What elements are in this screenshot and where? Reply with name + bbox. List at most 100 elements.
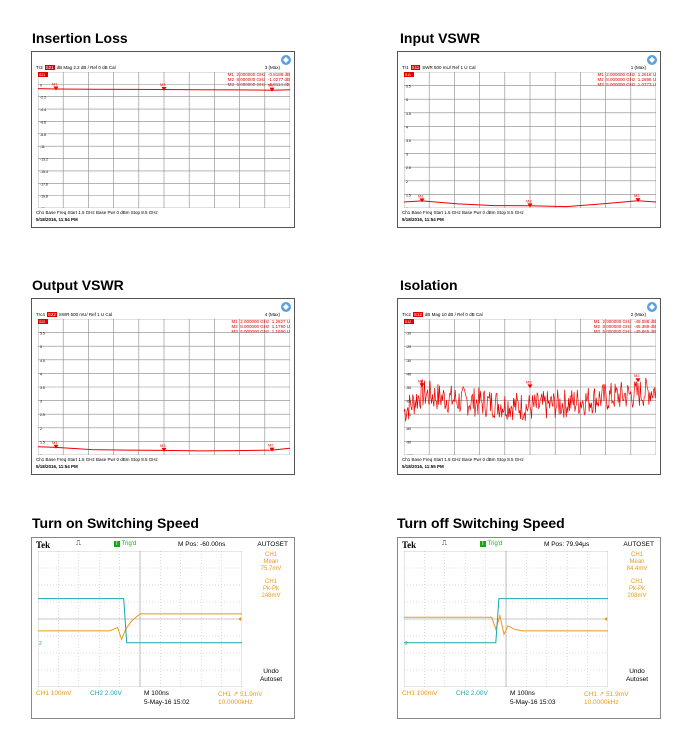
vna-plot: 65.554.543.532.521.51M1M2M3S11 <box>404 72 656 208</box>
capture-date: 5-May-16 15:02 <box>144 699 190 706</box>
waveform-ch2 <box>404 598 608 644</box>
insertion-loss-panel: ◆ Tr3 S21 dB Mag 2.2 dB / Ref 0 dB Cal 3 (Ma… <box>31 51 295 228</box>
ref-badge-text: S21 <box>39 73 45 77</box>
isolation-title: Isolation <box>400 277 458 293</box>
ch1-mean-readout: CH1 Mean 84.4mV <box>622 552 652 573</box>
trace-scale: SWR 500 mU/ Ref 1 U Cal <box>58 312 113 317</box>
y-tick-label: 5.5 <box>406 85 411 89</box>
marker-label: M3 <box>160 443 166 448</box>
autoset-label[interactable]: AUTOSET <box>623 541 654 548</box>
marker-label: M1 <box>418 378 424 383</box>
y-tick-label: 3.5 <box>40 386 45 390</box>
ref-badge <box>404 72 414 77</box>
m-pos: M Pos: -60.00ns <box>178 541 226 548</box>
marker-row: M1 2.000000 GHz -0.8188 dB <box>227 72 290 77</box>
marker-label: M1 <box>52 440 58 445</box>
y-tick-label: -100 <box>406 454 413 455</box>
marker-m2 <box>635 378 641 383</box>
acquire-pulse-icon: ⎍ <box>442 540 447 547</box>
undo-autoset-button[interactable]: Undo Autoset <box>254 668 288 684</box>
y-tick-label: -13.2 <box>40 158 48 162</box>
y-tick-label: -6.6 <box>40 120 46 124</box>
timestamp: 5/18/2016, 11:54 PM <box>36 217 78 222</box>
ch2-ground-marker: 2 <box>405 641 408 647</box>
trigger-text: Trig'd <box>487 541 503 547</box>
ch2-scale: CH2 2.00V <box>456 690 488 697</box>
ref-badge-text: S22 <box>39 320 45 324</box>
y-tick-label: 3 <box>40 400 42 404</box>
y-tick-label: -30 <box>406 359 411 363</box>
marker-m2 <box>635 198 641 203</box>
trigger-frequency: 10.0000kHz <box>218 699 253 706</box>
y-tick-label: -2.2 <box>40 96 46 100</box>
vna-plot: 0-10-20-30-40-50-60-70-80-90-100M1M2M3S1… <box>404 319 656 455</box>
marker-m1 <box>53 86 59 91</box>
trigger-box: T <box>114 541 120 547</box>
timestamp: 5/18/2016, 11:54 PM <box>402 217 444 222</box>
marker-row: M3 5.000000 GHz -49.865 dB <box>593 329 656 334</box>
trace-id: Trc2 <box>402 312 411 317</box>
trace-scale: dB Mag 10 dB / Ref 0 dB Cal <box>424 312 483 317</box>
y-tick-label: -80 <box>406 427 411 431</box>
trace-info: Tr1 S11 SWR 500 mU/ Ref 1 U Cal <box>402 65 476 70</box>
autoset-label[interactable]: AUTOSET <box>257 541 288 548</box>
readout-line: Mean <box>263 559 279 565</box>
readout-line: 84.4mV <box>626 566 648 572</box>
rohde-logo-icon: ◆ <box>281 55 291 65</box>
rohde-logo-icon: ◆ <box>647 302 657 312</box>
trace-badge: S12 <box>412 312 423 317</box>
y-tick-label: 1 <box>406 207 408 208</box>
readout-line: 208mV <box>627 593 647 599</box>
sweep-footer: Ch1 Base Freq Start 1.5 GHz Base Pwr 0 d… <box>402 457 524 462</box>
y-tick-label: 2 <box>406 180 408 184</box>
sweep-footer: Ch1 Base Freq Start 1.5 GHz Base Pwr 0 d… <box>36 210 158 215</box>
sweep-footer: Ch1 Base Freq Start 1.5 GHz Base Pwr 0 d… <box>36 457 158 462</box>
trace-info: Trc2 S12 dB Mag 10 dB / Ref 0 dB Cal <box>402 312 483 317</box>
ch1-mean-readout: CH1 Mean 75.7mV <box>256 552 286 573</box>
waveform-ch1 <box>404 613 608 636</box>
isolation-panel: ◆ Trc2 S12 dB Mag 10 dB / Ref 0 dB Cal 2 (Ma… <box>397 298 661 475</box>
output-vswr-title: Output VSWR <box>32 277 124 293</box>
readout-line: 248mV <box>261 593 281 599</box>
marker-m1 <box>419 198 425 203</box>
ref-badge-text: S11 <box>405 73 411 77</box>
undo-autoset-button[interactable]: Undo Autoset <box>620 668 654 684</box>
output-vswr-panel: ◆ Trc4 S22 SWR 500 mU/ Ref 1 U Cal 4 (Max) M1… <box>31 298 295 475</box>
undo-line: Autoset <box>259 676 283 683</box>
y-tick-label: -15.4 <box>40 170 48 174</box>
trigger-text: Trig'd <box>121 541 137 547</box>
y-tick-label: -10 <box>406 332 411 336</box>
marker-label: M1 <box>52 81 58 86</box>
ref-badge <box>404 319 414 324</box>
waveform-ch2 <box>38 598 242 644</box>
y-tick-label: 2.5 <box>40 413 45 417</box>
marker-m3 <box>527 203 533 208</box>
readout-line: CH1 <box>264 552 277 558</box>
y-tick-label: -11 <box>40 145 45 149</box>
waveform-ch1 <box>38 613 242 641</box>
readout-line: Pk-Pk <box>262 586 279 592</box>
input-vswr-panel: ◆ Tr1 S11 SWR 500 mU/ Ref 1 U Cal 1 (Max) M1 … <box>397 51 661 228</box>
trace-scale: SWR 500 mU/ Ref 1 U Cal <box>422 65 476 70</box>
marker-label: M1 <box>418 193 424 198</box>
trace-scale: dB Mag 2.2 dB / Ref 0 dB Cal <box>56 65 116 70</box>
y-tick-label: 5.5 <box>40 332 45 336</box>
trace-id: Tr3 <box>36 65 43 70</box>
acquire-pulse-icon: ⎍ <box>76 540 81 547</box>
channel-max-label: 4 (Max) <box>264 312 280 317</box>
turn-on-title: Turn on Switching Speed <box>32 515 199 531</box>
time-scale: M 100ns <box>510 690 535 697</box>
marker-label: M3 <box>526 198 532 203</box>
marker-m2 <box>269 87 275 92</box>
y-tick-label: -90 <box>406 440 411 444</box>
trigger-status: T Trig'd <box>480 541 502 547</box>
undo-line: Autoset <box>625 676 649 683</box>
y-tick-label: -50 <box>406 386 411 390</box>
trace-info: Trc4 S22 SWR 500 mU/ Ref 1 U Cal <box>36 312 112 317</box>
undo-line: Undo <box>263 668 279 675</box>
y-tick-label: -8.8 <box>40 133 46 137</box>
y-tick-label: 3 <box>406 153 408 157</box>
marker-label: M3 <box>526 379 532 384</box>
y-tick-label: 2 <box>40 427 42 431</box>
marker-row: M1 2.000000 GHz -49.088 dB <box>593 319 656 324</box>
